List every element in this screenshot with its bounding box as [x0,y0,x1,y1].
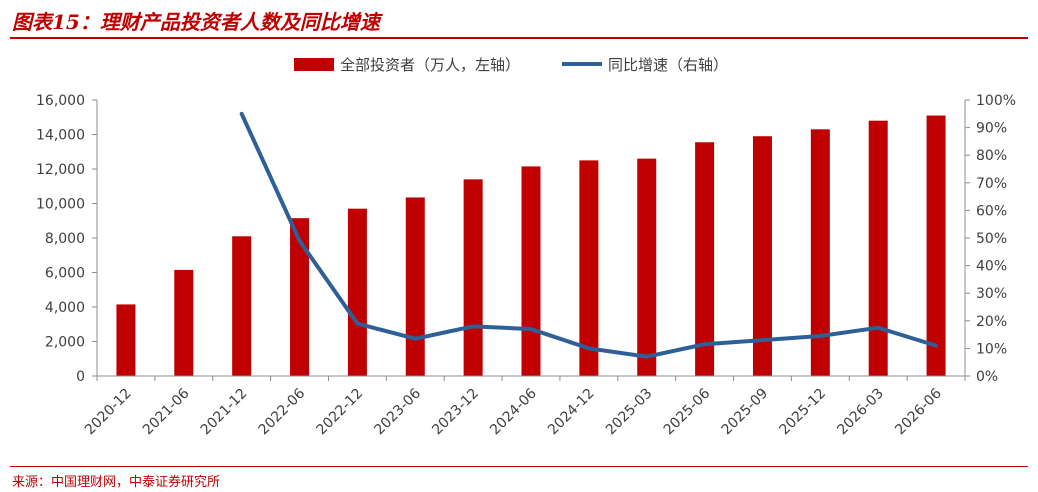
x-tick-label: 2026-03 [834,386,887,439]
legend-label-bar: 全部投资者（万人，左轴） [340,56,520,74]
x-tick-label: 2023-12 [429,386,482,439]
left-tick-label: 16,000 [36,93,85,109]
bar [463,179,483,376]
x-tick-label: 2025-03 [603,386,656,439]
bar [695,142,715,376]
x-tick-label: 2022-06 [256,385,309,438]
chart-title: 图表15：理财产品投资者人数及同比增速 [12,10,380,34]
bar [290,218,310,376]
bar [868,120,888,376]
title-divider [10,37,1028,39]
bar [347,208,367,376]
bar [116,304,136,376]
right-tick-label: 60% [976,203,1007,219]
bar [174,269,194,376]
bar [232,236,252,376]
x-tick-label: 2022-12 [314,386,367,439]
source-note: 来源：中国理财网，中泰证券研究所 [12,475,221,490]
x-tick-label: 2025-06 [661,385,714,438]
legend: 全部投资者（万人，左轴） 同比增速（右轴） [294,56,728,74]
left-tick-label: 0 [76,369,85,385]
bar [637,158,657,376]
right-tick-label: 40% [976,259,1007,275]
legend-label-line: 同比增速（右轴） [608,56,728,74]
left-tick-label: 12,000 [36,162,85,178]
x-tick-label: 2024-12 [545,386,598,439]
x-tick-label: 2023-06 [371,385,424,438]
right-axis: 0% 10% 20% 30% 40% 50% 60% 70% 80% 90% 100% [964,93,1016,385]
right-tick-label: 0% [976,369,998,385]
left-axis: 0 2,000 4,000 6,000 8,000 10,000 12,000 14,000 1… [36,93,98,385]
bar [521,166,541,376]
x-axis: 2020-12 2021-06 2021-12 2022-06 2022-12 2023-… [82,375,966,439]
x-tick-label: 2021-12 [198,386,251,439]
right-tick-label: 100% [976,93,1016,109]
x-tick-label: 2026-06 [892,385,945,438]
growth-line [239,111,939,359]
legend-swatch-bar [294,58,334,71]
x-tick-label: 2021-06 [140,385,193,438]
x-tick-label: 2025-09 [719,386,772,439]
combo-chart: 全部投资者（万人，左轴） 同比增速（右轴） 0 2,000 4,000 6,000 8,0… [36,56,1016,439]
line-series [239,111,939,359]
bar [405,197,425,376]
left-tick-label: 14,000 [36,128,85,144]
right-tick-label: 20% [976,314,1007,330]
right-tick-label: 10% [976,341,1007,357]
left-tick-label: 8,000 [45,231,85,247]
footer-divider [10,466,1028,467]
right-tick-label: 90% [976,121,1007,137]
x-tick-label: 2025-12 [776,386,829,439]
left-tick-label: 4,000 [45,300,85,316]
left-tick-label: 6,000 [45,266,85,282]
left-tick-label: 10,000 [36,197,85,213]
right-tick-label: 70% [976,176,1007,192]
bar [926,115,946,377]
bar [579,160,599,376]
right-tick-label: 80% [976,148,1007,164]
x-tick-label: 2024-06 [487,385,540,438]
left-tick-label: 2,000 [45,335,85,351]
x-tick-label: 2020-12 [82,386,135,439]
bar [752,136,772,376]
right-tick-label: 50% [976,231,1007,247]
bar [810,129,830,376]
right-tick-label: 30% [976,286,1007,302]
